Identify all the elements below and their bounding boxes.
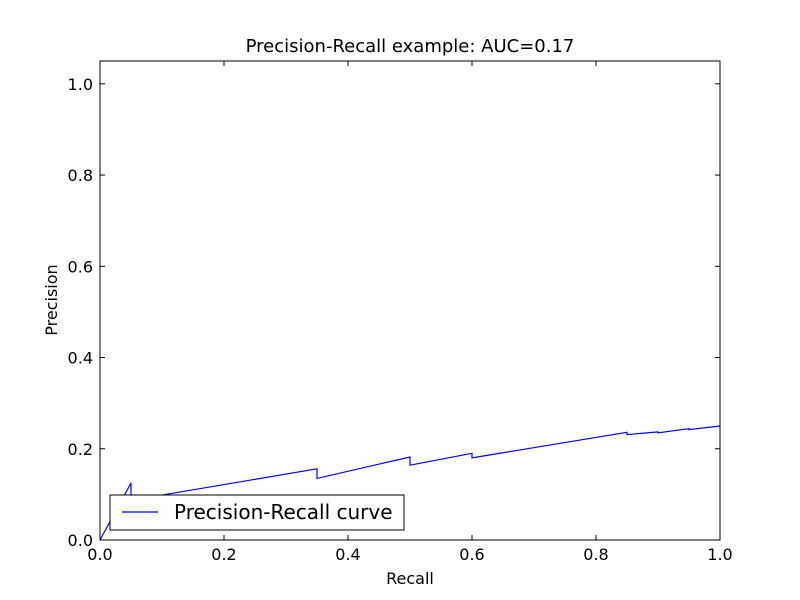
y-tick-label: 1.0 [68,75,93,94]
y-tick-label: 0.0 [68,531,93,550]
plot-area [100,61,720,540]
legend: Precision-Recall curve [109,494,405,531]
legend-label: Precision-Recall curve [174,500,393,524]
x-tick-label: 0.0 [87,545,112,564]
y-tick-label: 0.6 [68,257,93,276]
x-tick-label: 0.6 [459,545,484,564]
x-tick-label: 0.2 [211,545,236,564]
x-tick-label: 0.4 [335,545,360,564]
y-tick-label: 0.2 [68,440,93,459]
plot-frame [99,60,721,541]
chart-title: Precision-Recall example: AUC=0.17 [246,36,575,57]
x-tick-label: 1.0 [707,545,732,564]
precision-recall-line [99,425,721,541]
y-tick-label: 0.4 [68,349,93,368]
y-axis-label: Precision [42,264,61,335]
tick-labels: 0.0 0.2 0.4 0.6 0.8 1.0 0.0 0.2 0.4 0.6 0.8 1.0 [68,75,733,564]
x-tick-label: 0.8 [583,545,608,564]
y-tick-label: 0.8 [68,166,93,185]
legend-box [109,494,405,531]
x-axis-label: Recall [386,569,434,588]
